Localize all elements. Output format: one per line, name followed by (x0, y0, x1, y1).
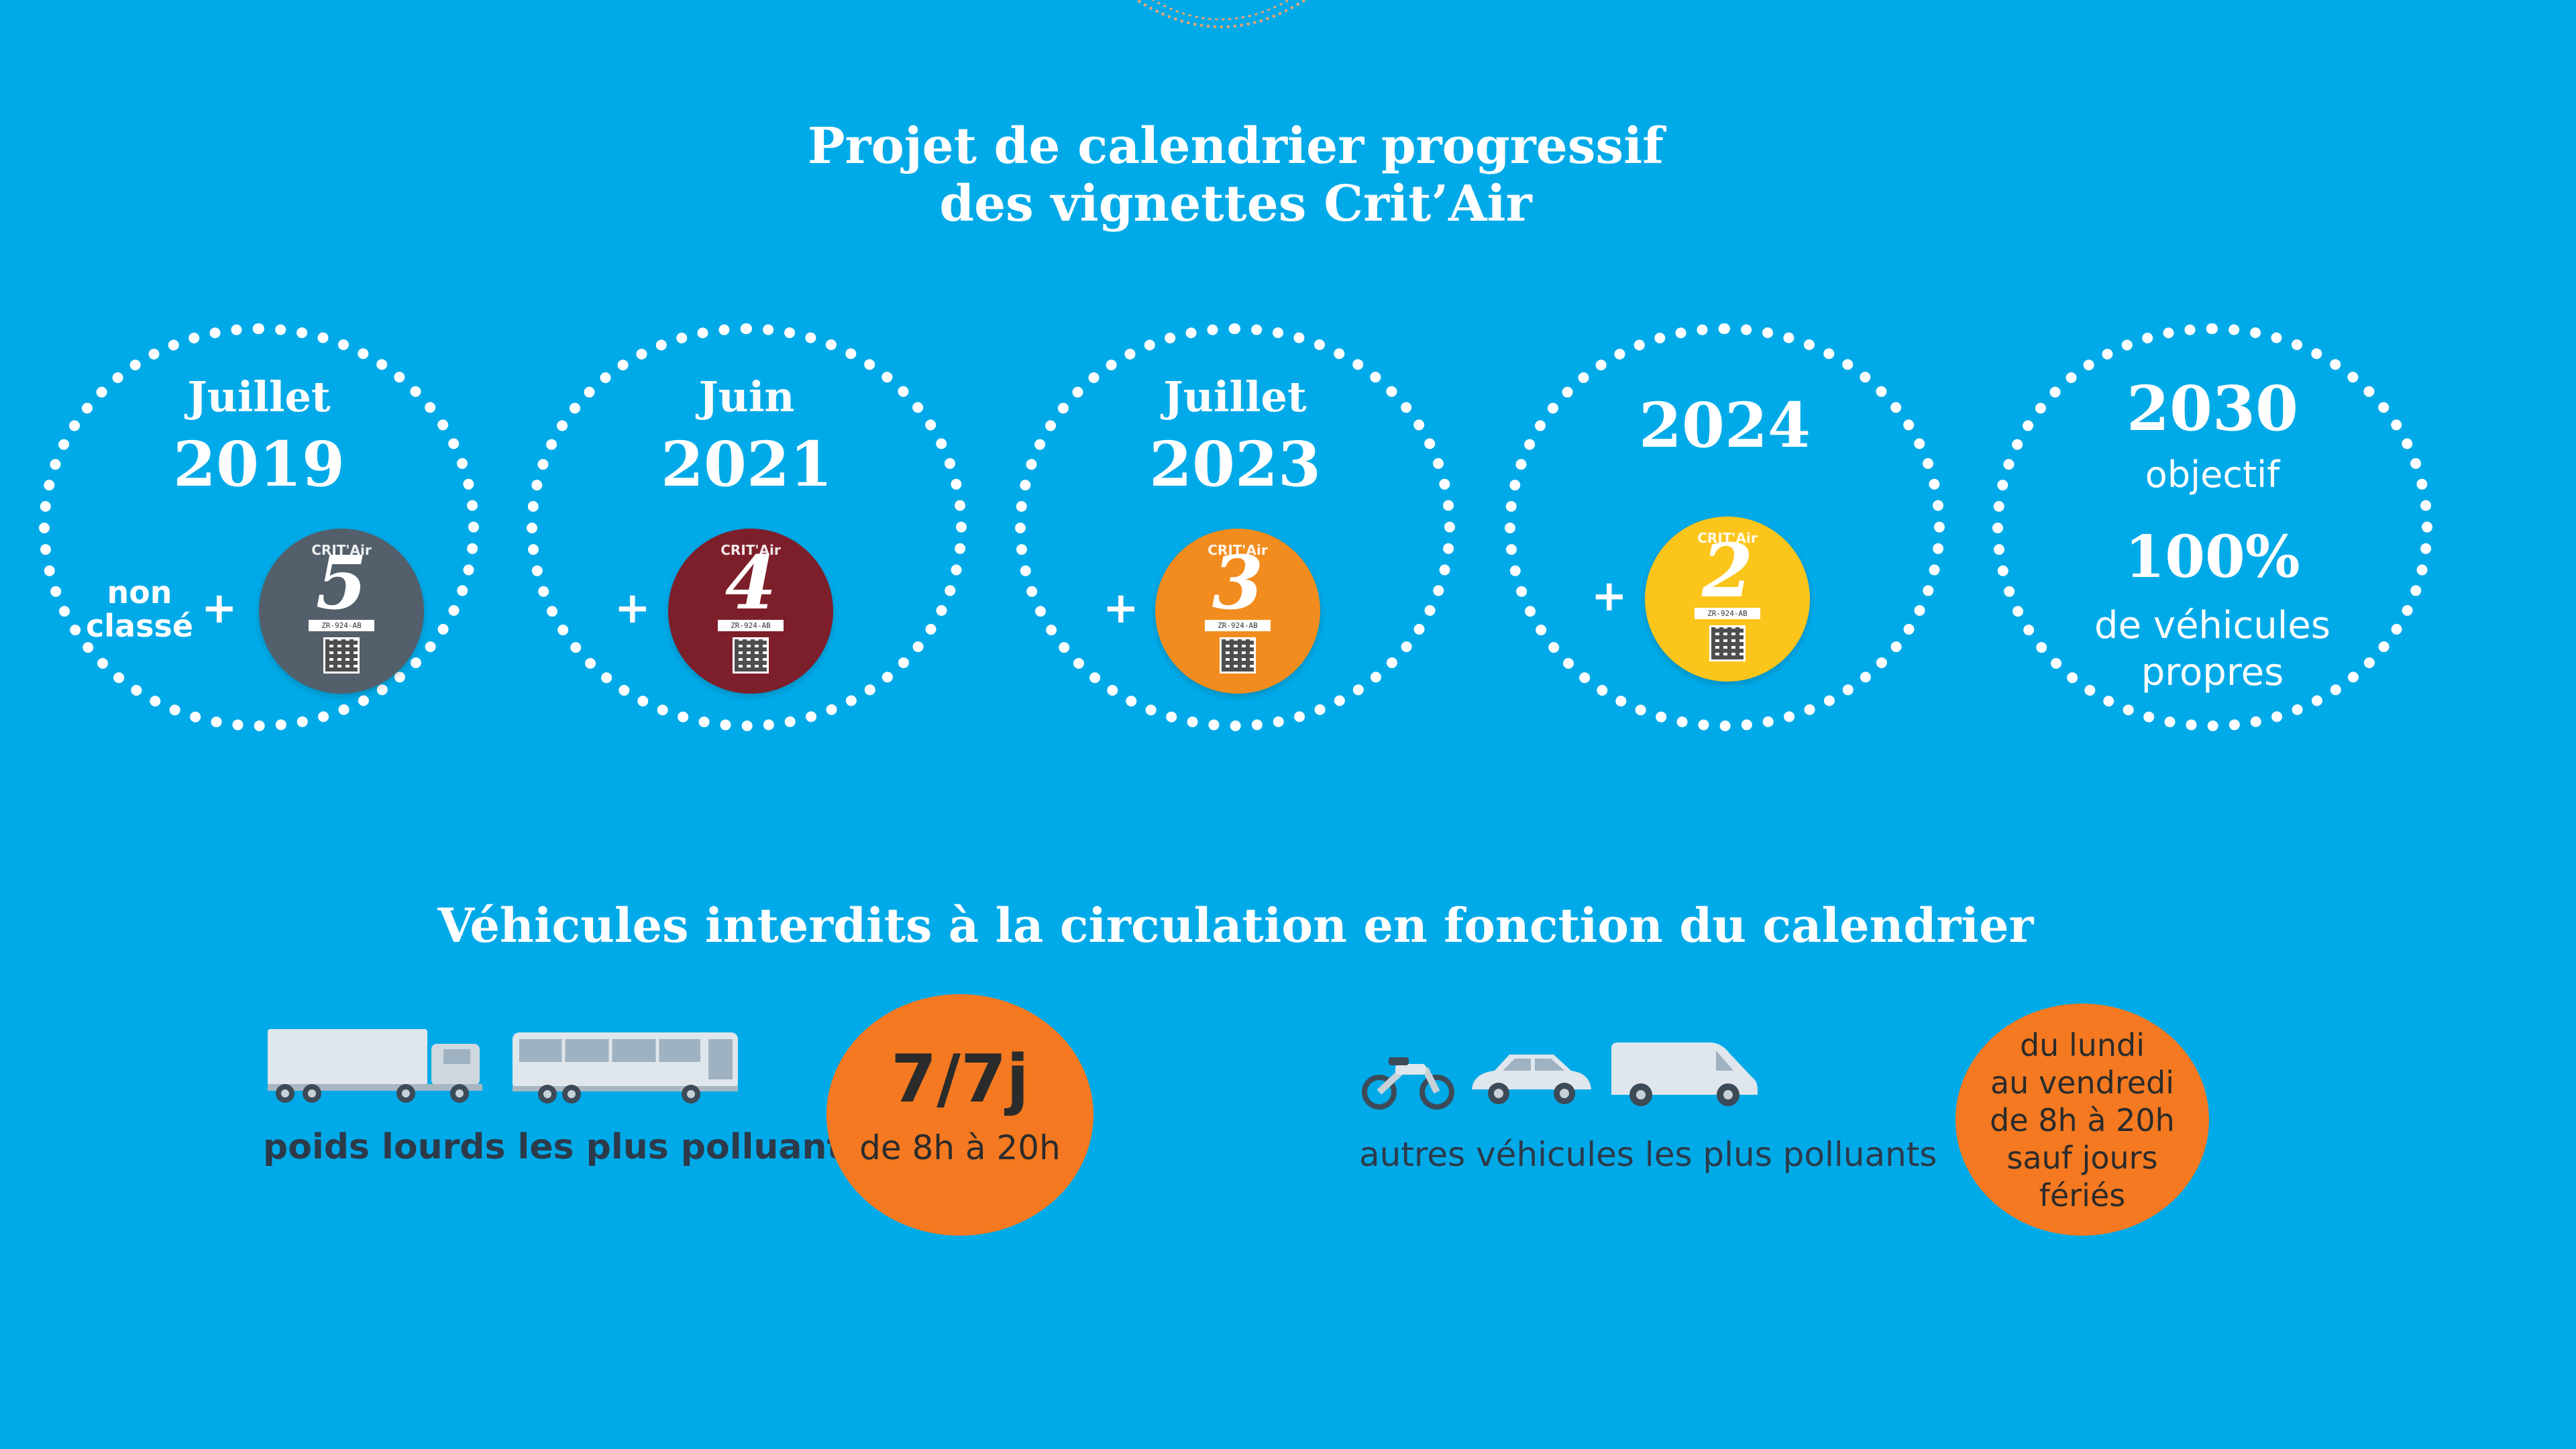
vignette-number: 5 (315, 539, 368, 626)
plus-sign: + (201, 584, 237, 633)
vignette-critair-4: CRIT'Air 4 ZR-924-AB (668, 529, 833, 694)
qr-code-icon (1709, 625, 1746, 661)
other-schedule-badge: du lundi au vendredi de 8h à 20h sauf jo… (1955, 1004, 2209, 1236)
heavy-vehicles-caption: poids lourds les plus polluants (263, 1127, 865, 1167)
badge-line: de 8h à 20h (1990, 1102, 2175, 1138)
page-title: Projet de calendrier progressif des vign… (0, 117, 2471, 233)
badge-line: sauf jours (2006, 1140, 2158, 1176)
section-title: Véhicules interdits à la circulation en … (437, 898, 2034, 953)
vignette-plate: ZR-924-AB (1695, 608, 1760, 619)
vignette-number: 3 (1212, 539, 1264, 626)
ring-month: Juin (698, 372, 795, 421)
vignette-critair-2: CRIT'Air 2 ZR-924-AB (1645, 517, 1810, 682)
badge-line: fériés (2039, 1177, 2126, 1214)
ring-month: Juillet (187, 372, 331, 421)
heavy-schedule-badge: 7/7j de 8h à 20h (826, 994, 1093, 1236)
vignette-brand: CRIT'Air (311, 542, 372, 558)
ring-year: 2021 (660, 428, 833, 500)
ring-year: 2019 (172, 428, 345, 500)
plus-sign: + (614, 584, 651, 633)
ring-month: Juillet (1163, 372, 1307, 421)
vignette-brand: CRIT'Air (1208, 542, 1268, 558)
qr-code-icon (323, 637, 360, 674)
bus-icon (513, 1032, 738, 1104)
vignette-plate: ZR-924-AB (718, 620, 784, 631)
plus-sign: + (1591, 572, 1627, 621)
badge-small-text: de 8h à 20h (859, 1128, 1061, 1167)
title-line-2: des vignettes Crit’Air (939, 175, 1532, 233)
badge-line: du lundi (2019, 1027, 2145, 1063)
ring-year: 2030 (2126, 372, 2299, 445)
ring-year: 2023 (1148, 428, 1322, 500)
vignette-critair-3: CRIT'Air 3 ZR-924-AB (1155, 529, 1320, 694)
objective-desc-1: de véhicules (2094, 604, 2330, 647)
vignette-number: 4 (724, 539, 777, 626)
qr-code-icon (733, 637, 769, 674)
van-icon (1611, 1042, 1758, 1106)
motorcycle-icon (1362, 1057, 1454, 1110)
title-line-1: Projet de calendrier progressif (807, 117, 1664, 175)
vignette-brand: CRIT'Air (720, 542, 781, 558)
other-vehicles-caption: autres véhicules les plus polluants (1359, 1135, 1937, 1174)
objective-desc-2: propres (2141, 651, 2284, 694)
vignette-plate: ZR-924-AB (1205, 620, 1271, 631)
ring-year: 2024 (1638, 389, 1811, 462)
vignette-brand: CRIT'Air (1697, 530, 1758, 546)
badge-line: au vendredi (1990, 1065, 2175, 1101)
qr-code-icon (1220, 637, 1256, 674)
vignette-critair-5: CRIT'Air 5 ZR-924-AB (259, 529, 424, 694)
car-icon (1472, 1055, 1591, 1104)
truck-icon (268, 1029, 482, 1103)
plus-sign: + (1103, 584, 1139, 633)
decorative-arc (1134, 0, 1307, 28)
non-classe-label: non classé (86, 574, 194, 644)
objective-label: objectif (2145, 453, 2280, 496)
vignette-number: 2 (1701, 527, 1754, 614)
badge-big-text: 7/7j (891, 1041, 1029, 1118)
objective-percent: 100% (2125, 523, 2300, 591)
vignette-plate: ZR-924-AB (309, 620, 374, 631)
